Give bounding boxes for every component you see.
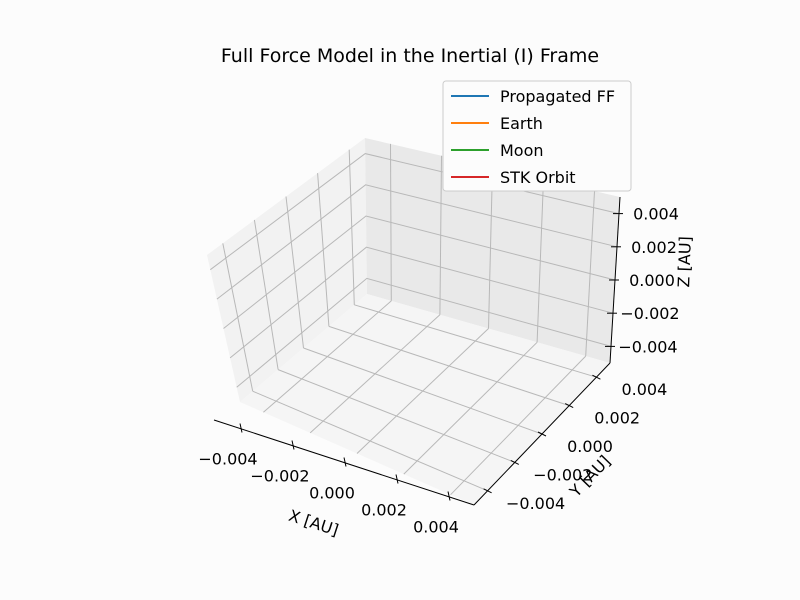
legend-label-1: Earth xyxy=(500,114,543,133)
y-tick-2 xyxy=(537,431,547,437)
legend-label-3: STK Orbit xyxy=(500,168,576,187)
x-tick-label-0: −0.004 xyxy=(198,450,257,469)
chart-title: Full Force Model in the Inertial (I) Fra… xyxy=(221,45,599,67)
z-tick-label-0: −0.004 xyxy=(618,337,677,356)
z-axis-label: Z [AU] xyxy=(674,236,695,288)
x-tick-3 xyxy=(395,474,399,484)
z-tick-label-1: −0.002 xyxy=(620,304,679,323)
grid-y-floor-2 xyxy=(303,347,543,435)
x-tick-0 xyxy=(239,423,243,433)
grid-lines xyxy=(210,143,620,496)
y-tick-label-3: 0.002 xyxy=(594,409,640,428)
legend-label-0: Propagated FF xyxy=(500,87,615,106)
x-tick-2 xyxy=(343,457,347,467)
grid-y-floor-1 xyxy=(277,369,515,463)
grid-z-1 xyxy=(229,246,614,359)
x-tick-label-3: 0.002 xyxy=(361,501,407,520)
y-tick-label-4: 0.004 xyxy=(621,380,667,399)
x-tick-label-1: −0.002 xyxy=(250,467,309,486)
y-tick-0 xyxy=(483,488,492,494)
y-tick-label-0: −0.004 xyxy=(506,494,565,513)
pane-floor xyxy=(240,294,610,505)
x-axis-label: X [AU] xyxy=(286,506,341,540)
grid-z-3 xyxy=(216,184,618,300)
grid-y-floor-3 xyxy=(328,325,570,407)
z-tick-label-2: 0.000 xyxy=(629,271,675,290)
y-tick-1 xyxy=(510,459,520,465)
legend-label-2: Moon xyxy=(500,141,544,160)
pane-left xyxy=(207,138,367,402)
x-tick-1 xyxy=(291,440,295,450)
z-ticks: −0.004 −0.002 0.000 0.002 0.004 xyxy=(605,205,680,356)
x-tick-4 xyxy=(447,491,451,501)
x-axis-line xyxy=(213,419,475,506)
x-tick-label-2: 0.000 xyxy=(309,484,355,503)
y-tick-label-1: −0.002 xyxy=(533,465,592,484)
grid-z-4 xyxy=(210,153,620,271)
z-tick-label-4: 0.004 xyxy=(633,205,679,224)
grid-z-2 xyxy=(223,215,616,329)
legend-box xyxy=(442,80,632,192)
y-tick-4 xyxy=(592,374,601,380)
grid-y-floor-0 xyxy=(252,390,488,492)
z-tick-label-3: 0.002 xyxy=(631,238,677,257)
grid-z-0 xyxy=(236,277,612,388)
y-tick-label-2: 0.000 xyxy=(567,437,613,456)
pane-right xyxy=(365,138,620,363)
legend-items: Propagated FF Earth Moon STK Orbit xyxy=(451,87,615,187)
grid-y-floor-4 xyxy=(354,304,597,378)
x-tick-label-4: 0.004 xyxy=(413,518,459,537)
y-ticks: −0.004 −0.002 0.000 0.002 0.004 xyxy=(483,374,667,513)
y-tick-3 xyxy=(564,403,574,409)
legend: Propagated FF Earth Moon STK Orbit xyxy=(442,80,632,192)
